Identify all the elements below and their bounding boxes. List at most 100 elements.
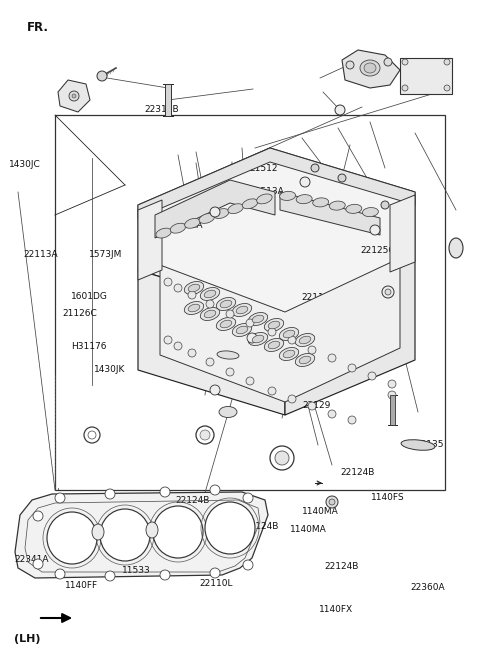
Polygon shape [138, 148, 415, 315]
Circle shape [382, 286, 394, 298]
Polygon shape [160, 258, 400, 402]
Ellipse shape [92, 524, 104, 540]
Circle shape [338, 174, 346, 182]
Ellipse shape [346, 205, 362, 213]
Ellipse shape [47, 512, 97, 564]
Ellipse shape [329, 201, 345, 210]
Ellipse shape [184, 281, 204, 295]
Ellipse shape [200, 308, 220, 320]
Ellipse shape [232, 303, 252, 316]
Circle shape [55, 569, 65, 579]
Ellipse shape [248, 312, 268, 326]
Ellipse shape [299, 336, 311, 344]
Circle shape [384, 58, 392, 66]
Ellipse shape [204, 290, 216, 298]
Text: 1140FX: 1140FX [319, 604, 353, 614]
Circle shape [328, 410, 336, 418]
Text: 1573JM: 1573JM [89, 250, 122, 259]
Polygon shape [285, 260, 415, 415]
Text: 22125C: 22125C [360, 246, 395, 255]
Ellipse shape [252, 315, 264, 323]
Ellipse shape [360, 60, 380, 76]
Ellipse shape [236, 326, 248, 334]
Circle shape [268, 387, 276, 395]
Polygon shape [155, 180, 275, 238]
Circle shape [328, 354, 336, 362]
Circle shape [348, 364, 356, 372]
Polygon shape [15, 492, 268, 578]
Circle shape [444, 85, 450, 91]
Circle shape [226, 310, 234, 318]
Text: 22124B: 22124B [324, 562, 359, 571]
Text: 22311B: 22311B [144, 105, 179, 114]
Ellipse shape [264, 318, 284, 332]
Ellipse shape [283, 330, 295, 338]
Text: 22341A: 22341A [14, 555, 49, 564]
Circle shape [164, 278, 172, 286]
Ellipse shape [217, 351, 239, 359]
Circle shape [346, 61, 354, 69]
Text: 22124B: 22124B [341, 468, 375, 477]
Text: H31176: H31176 [71, 342, 107, 352]
Text: 1140MA: 1140MA [302, 507, 339, 516]
Ellipse shape [242, 199, 258, 209]
Circle shape [188, 291, 196, 299]
Circle shape [243, 493, 253, 503]
Circle shape [444, 59, 450, 65]
Ellipse shape [296, 195, 312, 204]
Text: 1430JC: 1430JC [9, 160, 40, 169]
Ellipse shape [268, 341, 280, 349]
Circle shape [174, 342, 182, 350]
Text: 21513A: 21513A [250, 187, 284, 197]
Text: 1140FF: 1140FF [65, 581, 98, 591]
Circle shape [368, 372, 376, 380]
Ellipse shape [100, 509, 150, 561]
Polygon shape [342, 50, 400, 88]
Ellipse shape [295, 354, 315, 367]
Circle shape [97, 71, 107, 81]
Ellipse shape [216, 318, 236, 330]
Ellipse shape [313, 198, 329, 207]
Text: 22113A: 22113A [23, 250, 58, 259]
Ellipse shape [279, 328, 299, 340]
Circle shape [69, 91, 79, 101]
Ellipse shape [299, 356, 311, 364]
Circle shape [160, 487, 170, 497]
Ellipse shape [264, 338, 284, 352]
Circle shape [388, 391, 396, 399]
Ellipse shape [185, 218, 200, 228]
Bar [165, 84, 171, 116]
Circle shape [388, 380, 396, 388]
Text: 11533: 11533 [122, 566, 151, 575]
Polygon shape [58, 80, 90, 112]
Ellipse shape [280, 191, 296, 201]
Text: 22124B: 22124B [245, 522, 279, 532]
Circle shape [210, 568, 220, 578]
Ellipse shape [228, 204, 243, 214]
Circle shape [33, 511, 43, 521]
Ellipse shape [257, 194, 272, 204]
Ellipse shape [146, 522, 158, 538]
Text: FR.: FR. [26, 21, 48, 34]
Text: (LH): (LH) [14, 634, 41, 644]
Circle shape [329, 499, 335, 505]
Circle shape [402, 85, 408, 91]
Ellipse shape [268, 321, 280, 329]
Ellipse shape [153, 506, 203, 558]
Circle shape [385, 289, 391, 295]
Circle shape [300, 177, 310, 187]
Circle shape [270, 446, 294, 470]
Ellipse shape [204, 310, 216, 318]
Text: 22112A: 22112A [168, 220, 203, 230]
Text: 22114D: 22114D [301, 293, 336, 303]
Circle shape [288, 395, 296, 403]
Ellipse shape [170, 223, 186, 233]
Circle shape [402, 59, 408, 65]
Ellipse shape [232, 324, 252, 336]
Polygon shape [390, 195, 415, 272]
Circle shape [348, 416, 356, 424]
Circle shape [55, 493, 65, 503]
Ellipse shape [364, 63, 376, 73]
Polygon shape [138, 200, 162, 280]
Circle shape [105, 489, 115, 499]
